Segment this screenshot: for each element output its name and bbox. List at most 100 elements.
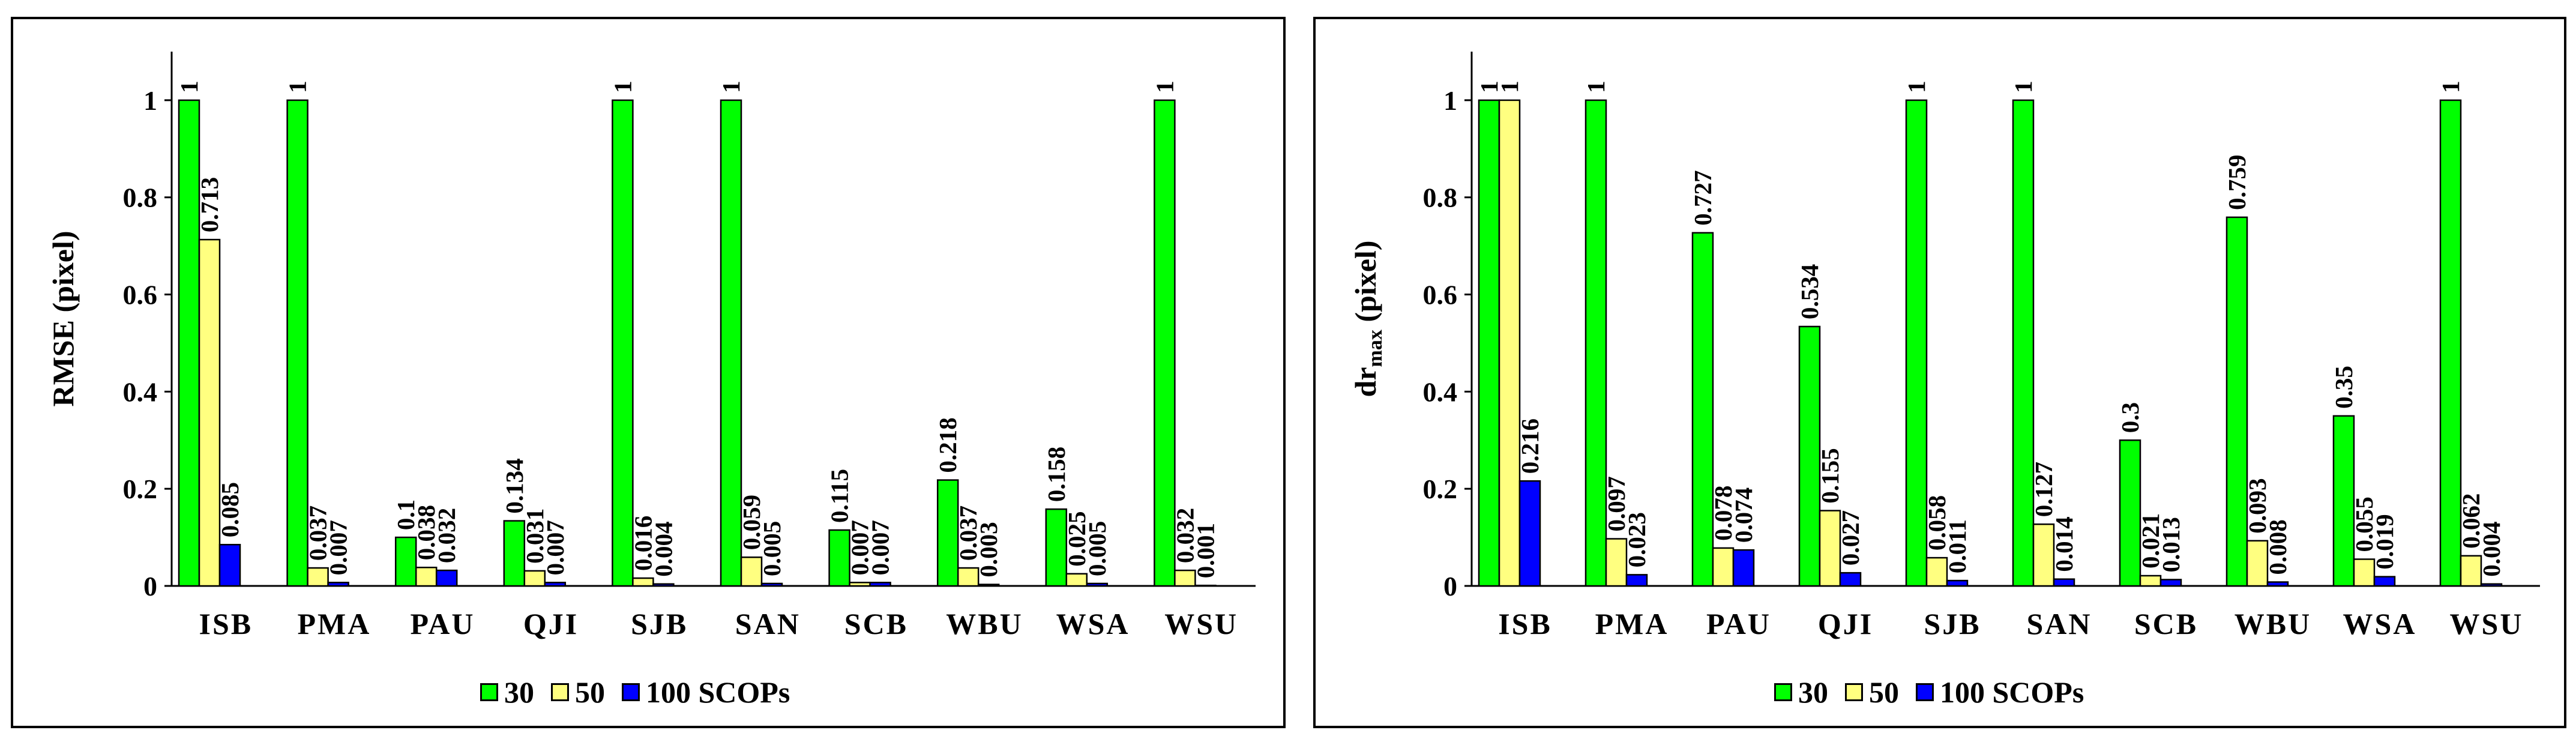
bar-50-san <box>740 556 763 587</box>
bar-30-pau <box>1691 232 1714 587</box>
value-label-50-pma: 0.097 <box>1602 476 1630 531</box>
bar-30-wbu <box>936 479 959 587</box>
bar-100-wsu <box>2480 583 2503 587</box>
bar-30-sjb <box>1905 99 1928 587</box>
bar-100-pau <box>435 569 458 587</box>
bar-50-wsu <box>1174 569 1196 587</box>
bar-100-wsu <box>1194 584 1217 587</box>
value-label-30-wsa: 0.158 <box>1043 447 1070 502</box>
category-label-pma: PMA <box>297 607 371 641</box>
bar-50-pma <box>1605 538 1628 587</box>
bar-50-scb <box>849 582 871 587</box>
bar-50-sjb <box>632 577 654 587</box>
bar-50-san <box>2032 523 2055 587</box>
value-label-50-qji: 0.155 <box>1816 448 1844 503</box>
bar-50-scb <box>2139 575 2162 587</box>
value-label-50-pma: 0.037 <box>304 505 332 561</box>
value-label-50-pau: 0.038 <box>412 505 440 560</box>
value-label-30-wbu: 0.759 <box>2223 155 2251 210</box>
y-axis-title: RMSE (pixel) <box>46 231 80 406</box>
value-label-100-scb: 0.013 <box>2157 517 2185 572</box>
bar-100-pma <box>1625 574 1648 587</box>
bar-30-pau <box>394 536 417 587</box>
value-label-100-wsa: 0.019 <box>2371 514 2398 569</box>
category-label-wsa: WSA <box>2343 607 2417 641</box>
bar-100-sjb <box>652 583 675 587</box>
bar-50-wbu <box>2246 540 2269 587</box>
category-label-scb: SCB <box>2134 607 2198 641</box>
value-label-50-isb: 1 <box>1496 80 1523 93</box>
value-label-50-wsu: 0.032 <box>1171 508 1199 563</box>
bar-30-wsa <box>1045 508 1068 587</box>
y-tick-label: 0 <box>1443 571 1457 602</box>
bar-50-wsa <box>1065 573 1088 587</box>
bar-100-san <box>2053 578 2075 587</box>
value-label-50-san: 0.127 <box>2030 462 2057 517</box>
legend-label-100: 100 SCOPs <box>1940 675 2084 709</box>
legend-swatch-100 <box>1916 683 1934 701</box>
bar-30-san <box>720 99 742 587</box>
value-label-30-wbu: 0.218 <box>934 417 961 472</box>
value-label-50-wsu: 0.062 <box>2457 493 2485 549</box>
legend-label-50: 50 <box>1869 675 1899 709</box>
value-label-30-isb: 1 <box>1475 80 1503 93</box>
value-label-50-wbu: 0.093 <box>2243 478 2271 534</box>
bar-100-pma <box>327 582 349 587</box>
category-label-isb: ISB <box>199 607 253 641</box>
legend-item-50: 50 <box>1845 675 1899 710</box>
category-label-pau: PAU <box>1706 607 1771 641</box>
value-label-50-sjb: 0.058 <box>1923 495 1951 550</box>
rmse-legend: 30 50 100 SCOPs <box>480 675 798 710</box>
bar-50-pau <box>1712 547 1735 587</box>
value-label-100-san: 0.014 <box>2050 516 2078 572</box>
category-label-qji: QJI <box>523 607 579 641</box>
bar-30-isb <box>1478 99 1500 587</box>
y-tick-label: 0.4 <box>1423 376 1458 407</box>
value-label-30-sjb: 1 <box>609 80 636 93</box>
bar-30-wsu <box>2439 99 2462 587</box>
category-label-qji: QJI <box>1818 607 1873 641</box>
legend-swatch-100 <box>622 683 640 701</box>
legend-swatch-30 <box>1774 683 1792 701</box>
value-label-30-qji: 0.134 <box>501 458 528 513</box>
legend-item-50: 50 <box>551 675 605 710</box>
value-label-50-wsa: 0.055 <box>2350 496 2378 552</box>
bar-100-scb <box>869 582 891 587</box>
value-label-50-wbu: 0.037 <box>954 505 982 561</box>
bar-100-sjb <box>1946 579 1969 587</box>
value-label-30-sjb: 1 <box>1903 80 1930 93</box>
value-label-30-scb: 0.115 <box>826 469 853 523</box>
bar-50-wsu <box>2460 555 2482 587</box>
category-label-wbu: WBU <box>2234 607 2311 641</box>
value-label-100-pma: 0.007 <box>325 520 352 575</box>
category-label-pau: PAU <box>410 607 475 641</box>
bar-100-wbu <box>977 584 1000 587</box>
value-label-50-san: 0.059 <box>738 495 765 550</box>
value-label-100-isb: 0.085 <box>216 482 244 537</box>
value-label-100-scb: 0.007 <box>867 520 894 575</box>
value-label-50-isb: 0.713 <box>196 177 223 232</box>
y-tick-label: 1 <box>1443 85 1457 116</box>
legend-label-100: 100 SCOPs <box>646 675 790 709</box>
bar-50-pau <box>415 567 438 587</box>
bar-50-wsa <box>2353 558 2376 587</box>
category-label-sjb: SJB <box>1924 607 1981 641</box>
value-label-100-pau: 0.074 <box>1730 487 1757 543</box>
value-label-30-isb: 1 <box>175 80 203 93</box>
value-label-100-qji: 0.027 <box>1837 510 1864 566</box>
value-label-50-pau: 0.078 <box>1709 486 1737 541</box>
category-label-san: SAN <box>735 607 801 641</box>
bar-30-wsu <box>1154 99 1176 587</box>
value-label-50-scb: 0.021 <box>2137 513 2164 569</box>
value-label-30-san: 1 <box>2009 80 2037 93</box>
bar-30-pma <box>286 99 308 587</box>
legend-item-100: 100 SCOPs <box>1916 675 2084 710</box>
value-label-100-sjb: 0.004 <box>649 522 677 577</box>
value-label-30-wsa: 0.35 <box>2330 366 2358 409</box>
bar-50-wbu <box>957 567 980 587</box>
value-label-50-sjb: 0.016 <box>629 516 657 571</box>
value-label-100-pma: 0.023 <box>1623 512 1651 567</box>
bar-50-sjb <box>1925 556 1948 587</box>
bar-100-isb <box>218 543 241 587</box>
bar-100-wsa <box>2373 576 2396 587</box>
